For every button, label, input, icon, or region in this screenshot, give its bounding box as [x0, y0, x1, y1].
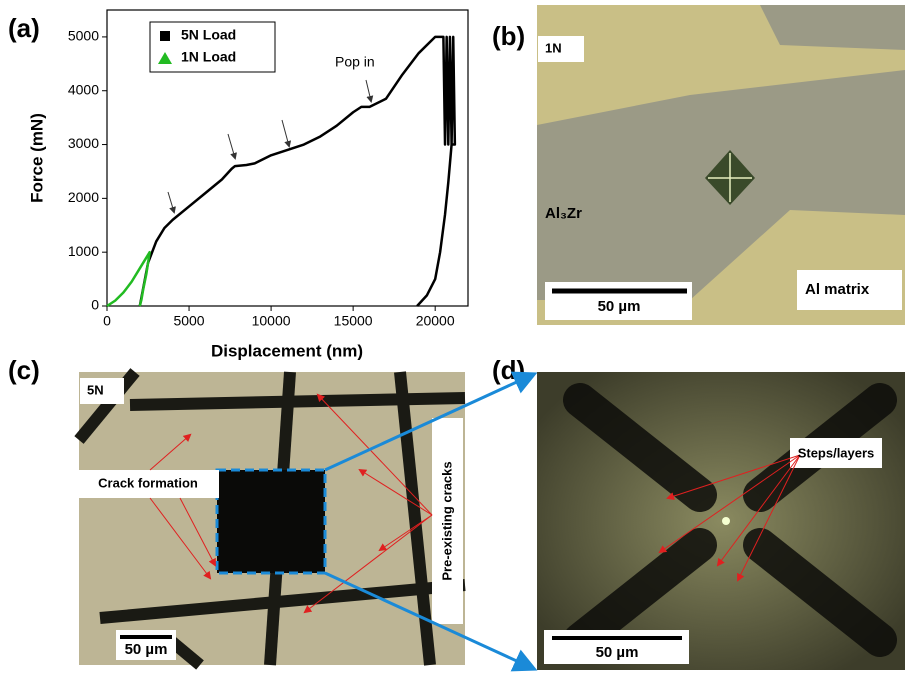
inset-label: 1N [545, 40, 562, 55]
data-line [140, 37, 455, 306]
x-tick-label: 10000 [252, 313, 291, 329]
panel-label: (c) [8, 355, 40, 385]
x-tick-label: 5000 [173, 313, 204, 329]
plot: 0 5000 10000 15000 20000 0 1000 2000 3000 4000 500… [68, 22, 455, 329]
y-tick-label: 3000 [68, 135, 99, 151]
x-axis-label: Displacement (nm) [211, 341, 363, 360]
micrograph-c [77, 372, 532, 668]
scale-bar-label: 50 µm [596, 644, 639, 661]
legend-label: 5N Load [181, 27, 236, 43]
x-tick-label: 20000 [416, 313, 455, 329]
annotation: Steps/layers [798, 445, 875, 460]
y-tick-label: 5000 [68, 28, 99, 44]
crack-label: Pre-existing cracks [439, 461, 454, 580]
micrograph-d [537, 372, 905, 670]
y-axis-label: Force (mN) [27, 113, 46, 203]
panel-label: (b) [492, 21, 525, 51]
y-tick-label: 4000 [68, 81, 99, 97]
annotation: Pop in [335, 54, 375, 70]
matrix-label: Al matrix [805, 281, 870, 298]
x-tick-label: 0 [103, 313, 111, 329]
y-tick-label: 1000 [68, 243, 99, 259]
scale-bar-label: 50 µm [125, 641, 168, 658]
micrograph-b [537, 5, 905, 325]
panel-label: (a) [8, 13, 40, 43]
scale-bar-label: 50 µm [598, 298, 641, 315]
figure: (a) (b) (c) (d) Displacement (nm) Force … [0, 0, 908, 676]
pop-in-arrows [168, 80, 371, 212]
legend-marker [160, 31, 170, 41]
x-tick-label: 15000 [334, 313, 373, 329]
y-tick-label: 2000 [68, 189, 99, 205]
phase-label: Al₃Zr [545, 205, 582, 222]
y-tick-label: 0 [91, 297, 99, 313]
data-line [107, 252, 150, 306]
inset-label: 5N [87, 382, 104, 397]
legend-label: 1N Load [181, 49, 236, 65]
crack-label: Crack formation [98, 475, 198, 490]
